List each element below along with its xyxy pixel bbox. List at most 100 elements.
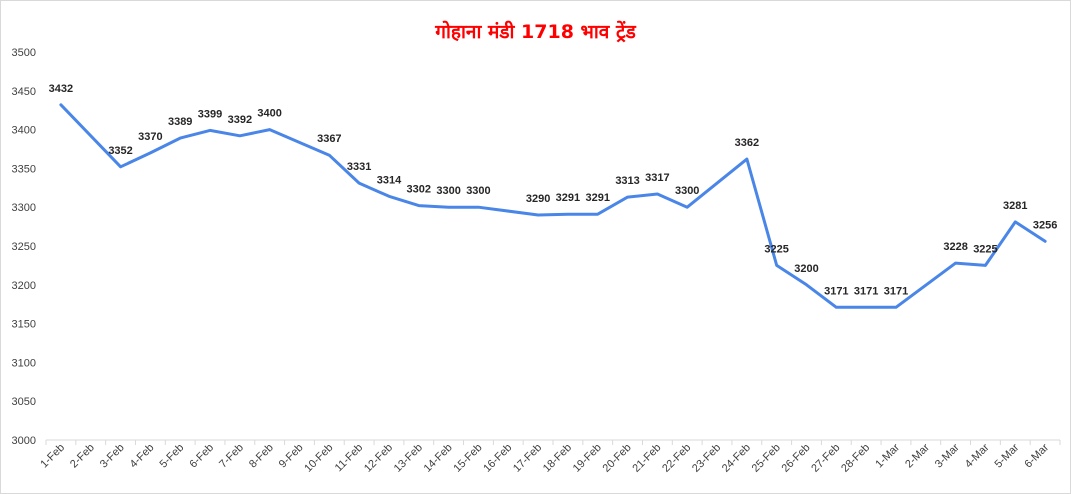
x-tick-label: 25-Feb (750, 442, 783, 475)
data-point (179, 136, 182, 140)
data-label: 3392 (228, 114, 252, 126)
data-label: 3317 (645, 172, 669, 184)
x-tick-label: 19-Feb (571, 442, 604, 475)
data-point (477, 206, 480, 209)
data-point (536, 213, 540, 217)
data-point (656, 192, 659, 196)
data-label: 3290 (526, 193, 550, 205)
data-labels: 3432 3352 3370 3389 3399 3392 3400 3367 3331 3314… (49, 83, 1058, 298)
data-label: 3225 (764, 243, 788, 255)
x-tick-label: 11-Feb (333, 442, 366, 475)
y-tick-label: 3400 (12, 125, 36, 137)
data-point (328, 154, 331, 157)
data-point (745, 157, 749, 161)
x-tick-label: 2-Mar (903, 441, 932, 470)
x-tick-label: 27-Feb (809, 442, 842, 475)
data-point (626, 195, 629, 199)
x-tick-label: 6-Mar (1022, 441, 1051, 470)
data-point (208, 129, 212, 132)
x-tick-label: 1-Feb (38, 442, 67, 471)
data-point (149, 151, 152, 155)
data-label: 3171 (884, 285, 908, 297)
x-tick-label: 17-Feb (511, 442, 544, 475)
data-point (268, 128, 271, 131)
y-axis: 3000 3050 3100 3150 3200 3250 3300 3350 3400 3450… (12, 47, 36, 447)
x-tick-label: 21-Feb (630, 442, 663, 475)
data-point (238, 134, 242, 138)
price-series (59, 103, 1047, 309)
x-tick-label: 1-Mar (873, 441, 902, 470)
data-point (864, 306, 868, 309)
data-label: 3256 (1033, 219, 1057, 231)
data-label: 3225 (973, 243, 997, 255)
data-label: 3291 (556, 192, 580, 204)
data-label: 3432 (49, 83, 73, 95)
x-axis: 1-Feb 2-Feb 3-Feb 4-Feb 5-Feb 6-Feb 7-Feb 8-Feb… (38, 439, 1061, 475)
data-label: 3300 (675, 185, 699, 197)
data-label: 3389 (168, 116, 192, 128)
y-tick-label: 3450 (12, 86, 36, 98)
x-tick-label: 16-Feb (481, 442, 514, 475)
x-tick-label: 10-Feb (302, 442, 335, 475)
data-label: 3200 (794, 263, 818, 275)
y-tick-label: 3350 (12, 163, 36, 175)
data-label: 3302 (407, 184, 431, 196)
data-point (835, 306, 838, 309)
data-point (1014, 220, 1017, 224)
data-label: 3362 (735, 137, 759, 149)
y-tick-label: 3000 (12, 435, 36, 447)
data-point (59, 103, 63, 106)
data-point (566, 212, 570, 216)
series-line (59, 103, 1047, 309)
data-point (447, 206, 450, 209)
x-tick-label: 3-Feb (98, 442, 127, 471)
x-tick-label: 13-Feb (392, 442, 425, 475)
data-label: 3300 (436, 185, 460, 197)
data-point (119, 165, 122, 169)
x-tick-label: 26-Feb (779, 442, 812, 475)
data-label: 3313 (615, 175, 639, 187)
x-tick-label: 3-Mar (933, 441, 962, 470)
y-tick-label: 3150 (12, 319, 36, 331)
y-tick-label: 3300 (12, 202, 36, 214)
data-label: 3300 (466, 185, 490, 197)
data-point (984, 264, 987, 267)
data-point (894, 306, 898, 309)
x-tick-label: 23-Feb (690, 442, 723, 475)
data-label: 3367 (317, 133, 341, 145)
data-label: 3291 (585, 192, 609, 204)
data-label: 3171 (824, 285, 848, 297)
x-tick-label: 12-Feb (362, 442, 395, 475)
x-tick-label: 15-Feb (451, 442, 484, 475)
x-tick-label: 20-Feb (601, 442, 634, 475)
data-label: 3400 (257, 108, 281, 120)
y-tick-label: 3050 (12, 396, 36, 408)
data-point (357, 181, 361, 185)
data-label: 3352 (108, 145, 132, 157)
y-tick-label: 3500 (12, 47, 36, 59)
data-point (387, 195, 391, 198)
data-label: 3171 (854, 285, 878, 297)
data-label: 3370 (138, 131, 162, 143)
data-point (417, 204, 420, 207)
x-tick-label: 7-Feb (217, 442, 246, 471)
y-tick-label: 3200 (12, 280, 36, 292)
data-point (954, 261, 957, 265)
x-tick-label: 28-Feb (839, 442, 872, 475)
data-point (775, 264, 778, 267)
x-tick-label: 24-Feb (720, 442, 753, 475)
data-label: 3331 (347, 161, 371, 173)
y-tick-label: 3100 (12, 357, 36, 369)
data-label: 3228 (943, 241, 967, 253)
x-tick-label: 2-Feb (68, 442, 97, 471)
x-tick-label: 5-Feb (158, 442, 187, 471)
data-label: 3314 (377, 174, 402, 186)
data-point (686, 206, 689, 209)
x-tick-label: 5-Mar (993, 441, 1022, 470)
data-point (1043, 240, 1047, 243)
chart-title: गोहाना मंडी 1718 भाव ट्रेंड (435, 21, 636, 43)
x-tick-label: 8-Feb (247, 442, 276, 471)
x-tick-label: 22-Feb (660, 442, 693, 475)
